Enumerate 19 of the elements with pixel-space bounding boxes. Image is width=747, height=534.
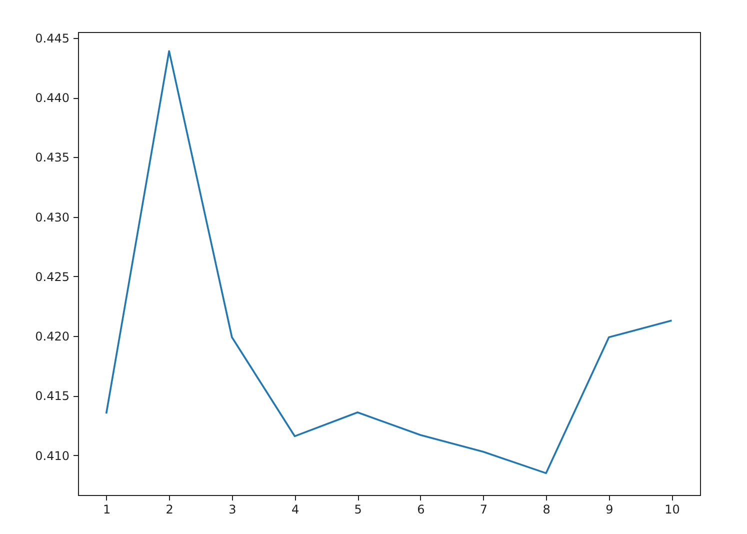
line-series	[105, 50, 673, 474]
y-tick-label: 0.420	[35, 330, 70, 344]
x-tick-label: 7	[480, 502, 488, 516]
x-tick-label: 10	[664, 502, 680, 516]
x-tick-label: 9	[606, 502, 614, 516]
y-tick-label: 0.425	[35, 270, 70, 284]
x-tick-label: 1	[102, 502, 111, 516]
y-tick-label: 0.415	[35, 389, 70, 404]
x-tick-label: 2	[166, 502, 174, 516]
x-tick-label: 6	[417, 502, 425, 516]
y-tick-label: 0.440	[35, 91, 70, 106]
y-tick-label: 0.430	[35, 210, 70, 224]
y-tick-label: 0.410	[35, 448, 70, 463]
y-tick-label: 0.435	[35, 150, 70, 165]
x-tick-label: 3	[228, 502, 236, 516]
x-tick-label: 5	[354, 502, 362, 516]
y-tick-label: 0.445	[35, 31, 70, 46]
x-tick-label: 8	[542, 502, 550, 516]
x-tick-label: 4	[291, 502, 300, 516]
